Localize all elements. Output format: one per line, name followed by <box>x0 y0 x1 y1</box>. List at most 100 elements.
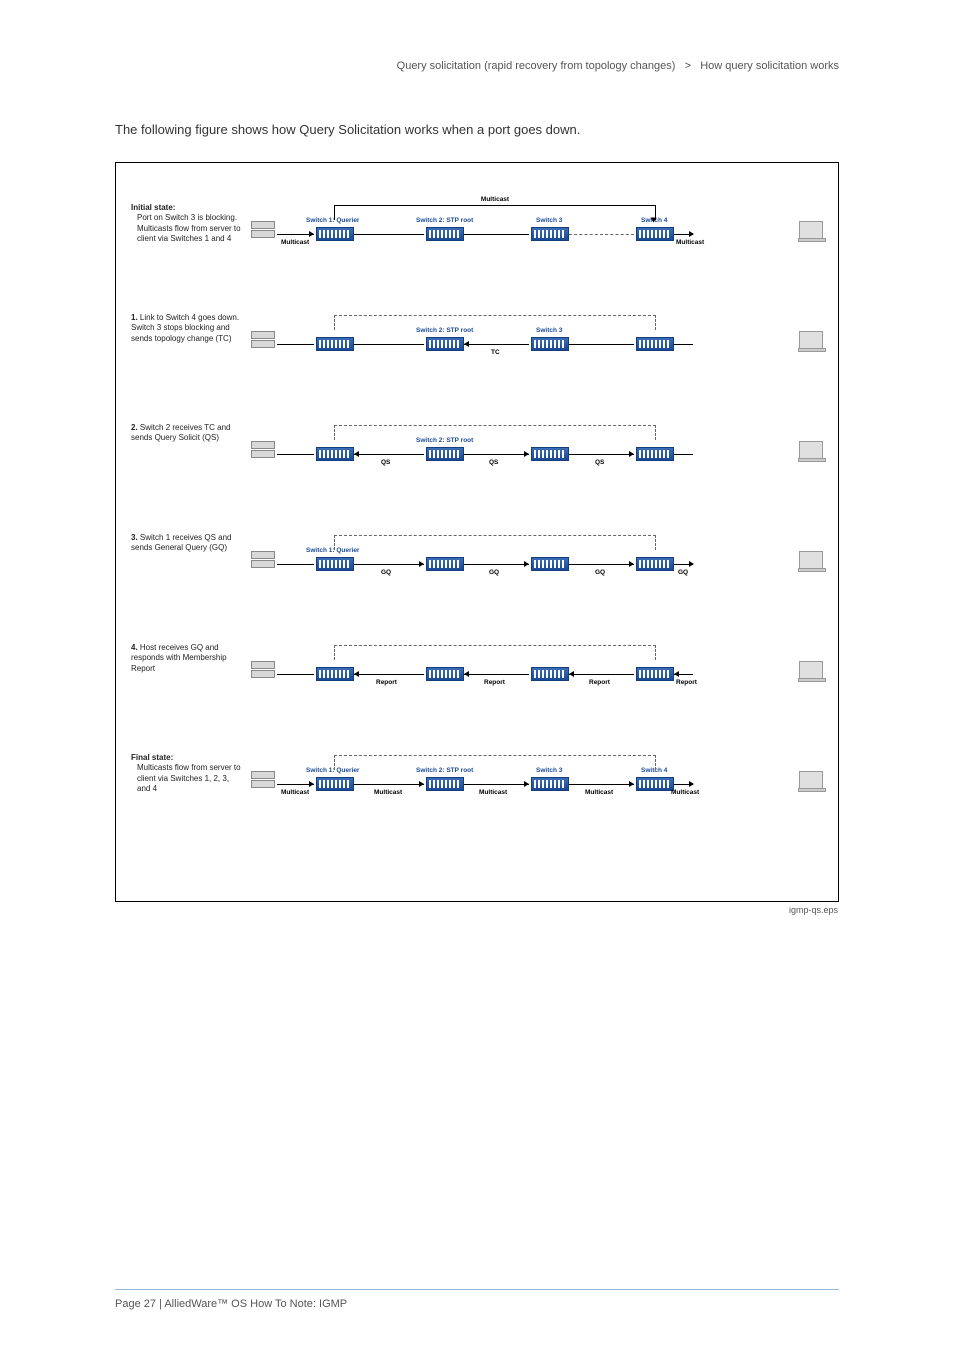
client-icon <box>799 771 823 789</box>
client-icon <box>799 441 823 459</box>
switch-1-icon <box>316 777 354 791</box>
stage-title: 2. <box>131 423 138 432</box>
arrow-icon <box>524 561 529 567</box>
stage-4-text: 4. Host receives GQ and responds with Me… <box>131 643 241 674</box>
arrow-icon <box>419 781 424 787</box>
switch-3-icon <box>531 227 569 241</box>
link <box>354 234 424 235</box>
intro-text: The following figure shows how Query Sol… <box>115 122 839 137</box>
switch-2-icon <box>426 557 464 571</box>
link <box>354 454 424 455</box>
link-label: Multicast <box>479 789 507 796</box>
stage-2: 2. Switch 2 receives TC and sends Query … <box>116 403 838 503</box>
switch-4-icon <box>636 557 674 571</box>
stage-title: Initial state: <box>131 203 175 212</box>
link <box>464 564 529 565</box>
arrow-icon <box>464 671 469 677</box>
arrow-icon <box>419 561 424 567</box>
arrow-icon <box>629 451 634 457</box>
server-icon <box>251 441 275 457</box>
broken-arc <box>334 755 656 770</box>
link-label: QS <box>489 459 498 466</box>
switch-1-icon <box>316 447 354 461</box>
network-row: Switch 1: Querier GQ GQ GQ GQ <box>251 533 823 593</box>
stage-final-text: Final state: Multicasts flow from server… <box>131 753 241 795</box>
link-label: Report <box>676 679 697 686</box>
arrow-icon <box>674 671 679 677</box>
stage-4: 4. Host receives GQ and responds with Me… <box>116 623 838 723</box>
stage-3-text: 3. Switch 1 receives QS and sends Genera… <box>131 533 241 554</box>
link-label: GQ <box>595 569 605 576</box>
switch-3-icon <box>531 777 569 791</box>
stage-body: Switch 2 receives TC and sends Query Sol… <box>131 423 230 442</box>
link-label: Multicast <box>281 789 309 796</box>
arrow-icon <box>309 781 314 787</box>
link <box>569 454 634 455</box>
stage-body: Host receives GQ and responds with Membe… <box>131 643 227 673</box>
server-icon <box>251 661 275 677</box>
breadcrumb-sub: How query solicitation works <box>700 60 839 72</box>
link-label: Multicast <box>676 239 704 246</box>
link-label: Report <box>484 679 505 686</box>
network-row: Report Report Report Report <box>251 643 823 703</box>
link-label: QS <box>595 459 604 466</box>
network-row: Switch 2: STP root Switch 3 TC <box>251 313 823 373</box>
broken-arc <box>334 645 656 660</box>
switch-3-icon <box>531 447 569 461</box>
link-label: QS <box>381 459 390 466</box>
stage-3: 3. Switch 1 receives QS and sends Genera… <box>116 513 838 613</box>
network-row: Switch 2: STP root QS QS QS <box>251 423 823 483</box>
stage-1: 1. Link to Switch 4 goes down. Switch 3 … <box>116 293 838 393</box>
stage-body: Switch 1 receives QS and sends General Q… <box>131 533 232 552</box>
link <box>674 454 693 455</box>
network-row: Switch 1: Querier Switch 2: STP root Swi… <box>251 203 823 263</box>
stage-initial-text: Initial state: Port on Switch 3 is block… <box>131 203 241 245</box>
link <box>354 344 424 345</box>
stage-1-text: 1. Link to Switch 4 goes down. Switch 3 … <box>131 313 241 344</box>
link <box>674 344 693 345</box>
breadcrumb-sep: > <box>685 60 691 72</box>
page-footer: Page 27 | AlliedWare™ OS How To Note: IG… <box>115 1289 839 1310</box>
link-label: Multicast <box>374 789 402 796</box>
link <box>569 344 634 345</box>
stage-2-text: 2. Switch 2 receives TC and sends Query … <box>131 423 241 444</box>
switch-1-icon <box>316 667 354 681</box>
server-icon <box>251 771 275 787</box>
arc-label: Multicast <box>478 196 512 203</box>
stage-title: 4. <box>131 643 138 652</box>
link <box>277 344 314 345</box>
broken-arc <box>334 315 656 330</box>
switch-2-icon <box>426 667 464 681</box>
server-icon <box>251 331 275 347</box>
server-icon <box>251 551 275 567</box>
switch-3-icon <box>531 557 569 571</box>
link <box>354 784 424 785</box>
link-label: Multicast <box>671 789 699 796</box>
link <box>277 454 314 455</box>
server-icon <box>251 221 275 237</box>
link <box>464 344 529 345</box>
link <box>464 234 529 235</box>
figure-filename: igmp-qs.eps <box>789 905 838 915</box>
switch-4-icon <box>636 337 674 351</box>
client-icon <box>799 331 823 349</box>
switch-2-icon <box>426 337 464 351</box>
arrow-icon <box>689 231 694 237</box>
network-row: Switch 1: Querier Switch 2: STP root Swi… <box>251 753 823 813</box>
switch-4-icon <box>636 777 674 791</box>
link <box>354 564 424 565</box>
arrow-icon <box>689 561 694 567</box>
client-icon <box>799 661 823 679</box>
broken-arc <box>334 535 656 550</box>
arrow-icon <box>629 561 634 567</box>
switch-2-icon <box>426 447 464 461</box>
link <box>354 674 424 675</box>
link <box>464 454 529 455</box>
query-solicitation-diagram: Initial state: Port on Switch 3 is block… <box>115 162 839 902</box>
arrow-icon <box>569 671 574 677</box>
link-label: Report <box>589 679 610 686</box>
switch-4-icon <box>636 447 674 461</box>
arrow-icon <box>629 781 634 787</box>
client-icon <box>799 551 823 569</box>
link-label: GQ <box>489 569 499 576</box>
